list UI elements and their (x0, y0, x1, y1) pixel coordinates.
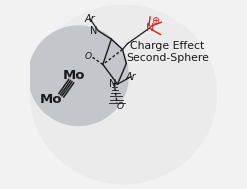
Text: Mo: Mo (62, 69, 85, 82)
Text: Mo: Mo (40, 93, 62, 106)
Text: N: N (109, 79, 117, 89)
Circle shape (29, 26, 128, 125)
Text: Ar: Ar (126, 72, 136, 82)
Ellipse shape (31, 5, 216, 184)
Text: N: N (145, 23, 154, 33)
Text: Ar: Ar (84, 14, 95, 23)
Text: O: O (117, 102, 124, 111)
Text: O: O (84, 53, 91, 61)
Text: N: N (90, 26, 98, 36)
Text: Second-Sphere: Second-Sphere (126, 53, 209, 63)
Text: Charge Effect: Charge Effect (130, 41, 205, 51)
Text: ⊕: ⊕ (151, 16, 160, 26)
